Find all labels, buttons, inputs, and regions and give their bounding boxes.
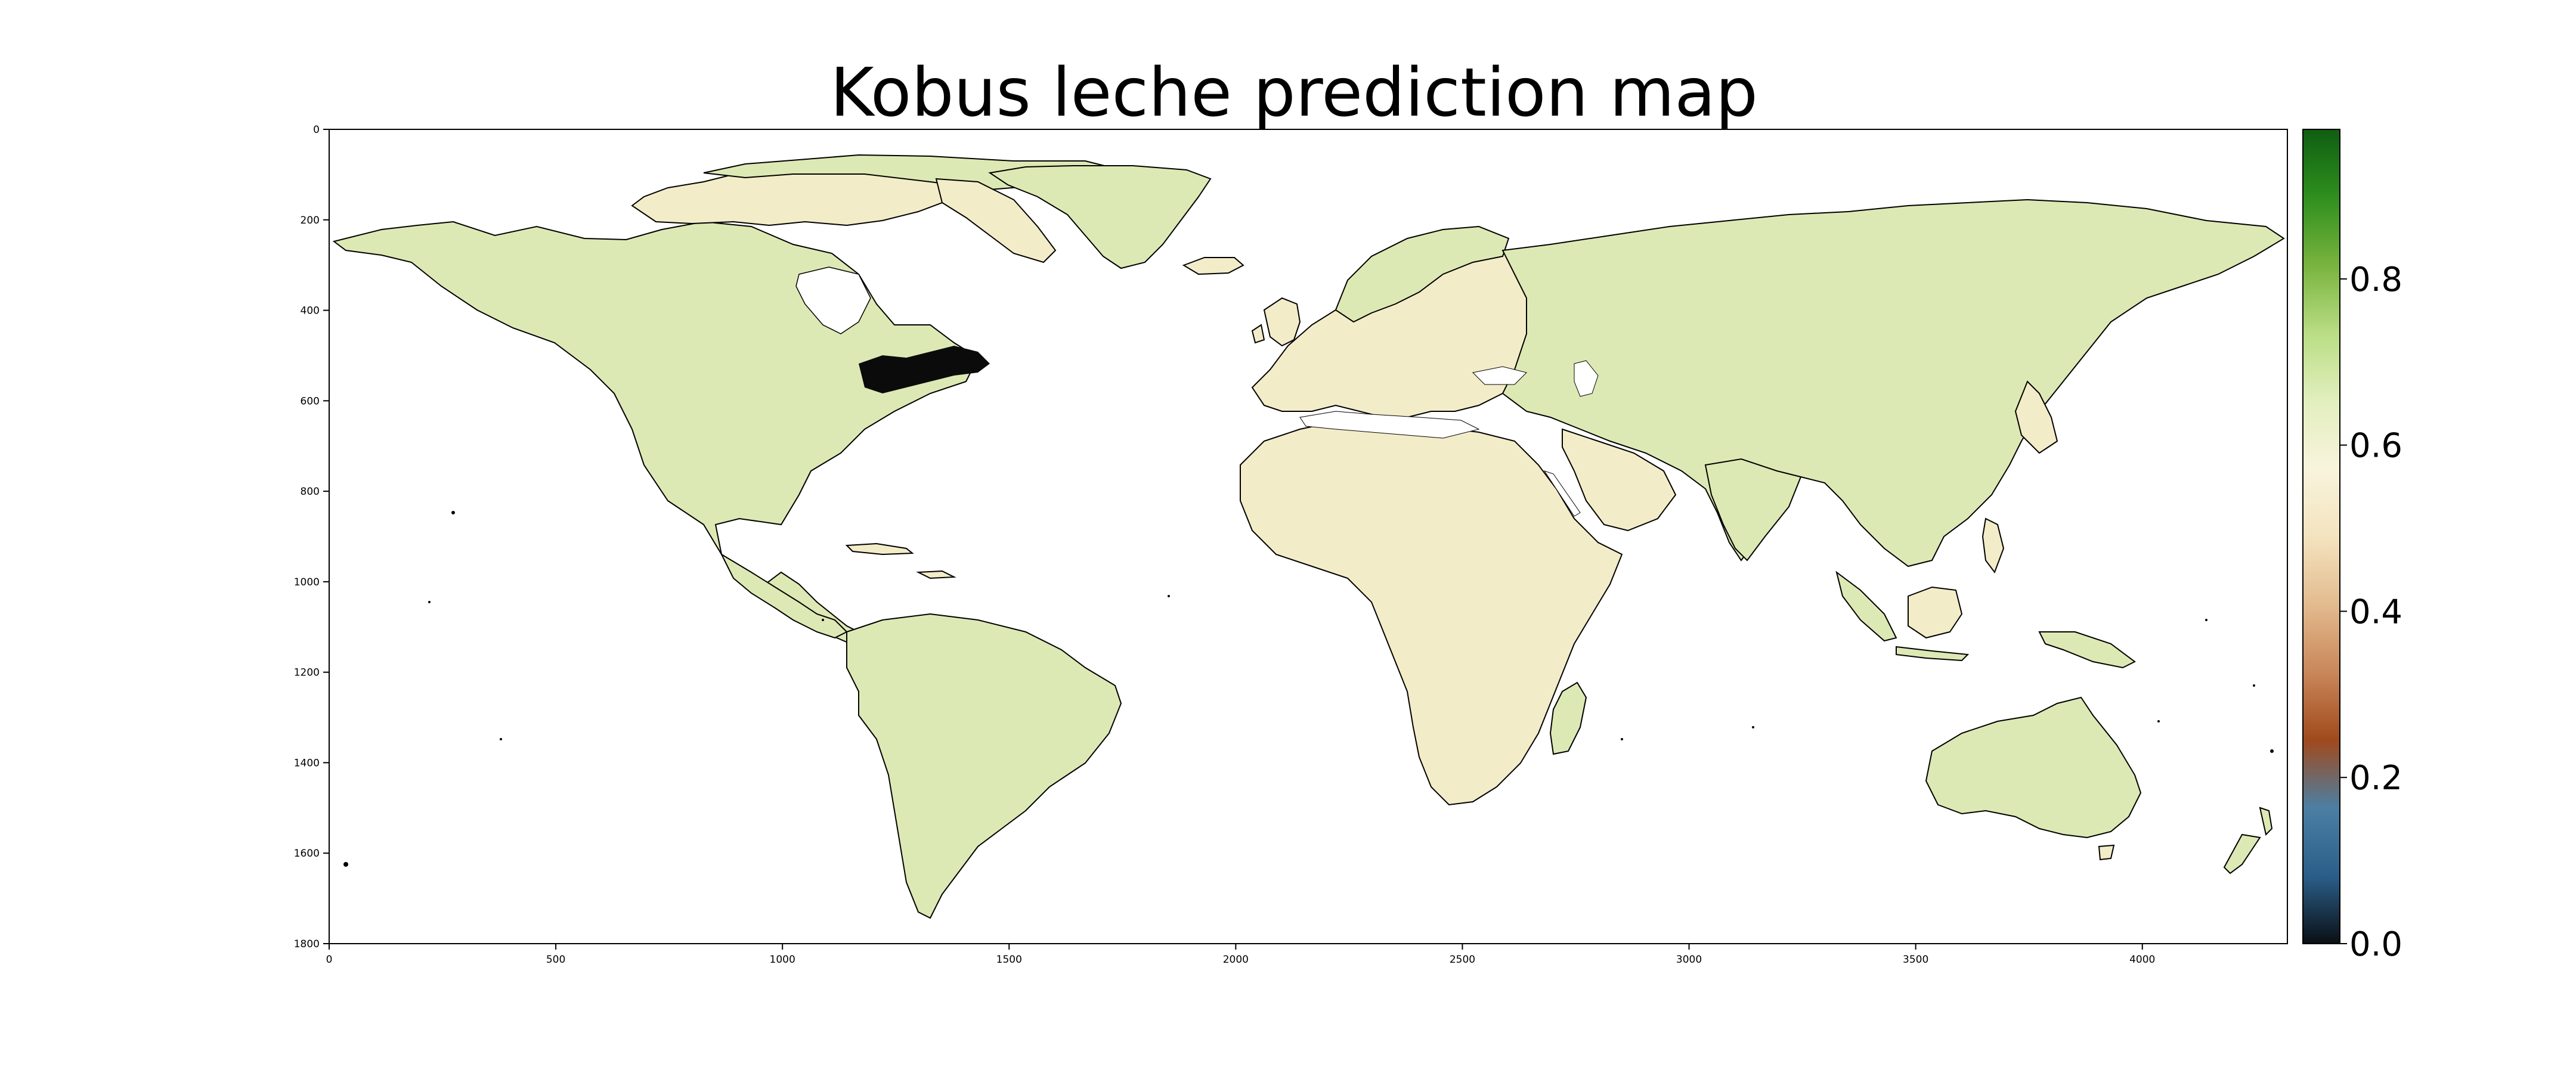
x-tick-label: 4000 (2129, 954, 2155, 966)
mediterranean (1299, 411, 1480, 439)
colorbar (2302, 129, 2340, 944)
indian-subcontinent (1704, 458, 1802, 562)
y-tick-label: 400 (301, 305, 320, 317)
colorbar-ticks: 0.0 0.2 0.4 0.6 0.8 (2340, 261, 2402, 964)
y-tick-label: 1600 (294, 848, 320, 860)
x-tick-label: 2000 (1223, 954, 1249, 966)
australia (1925, 696, 2142, 839)
hudson-bay (795, 266, 871, 334)
great-lakes (859, 346, 990, 393)
black-sea (1472, 366, 1527, 385)
colorbar-tick-label: 0.8 (2349, 261, 2402, 299)
south-america (846, 613, 1122, 919)
y-axis-ticks: 0 200 400 600 800 1000 1200 1400 1600 1800 (294, 124, 329, 950)
x-tick-label: 1000 (770, 954, 795, 966)
asia (1501, 199, 2285, 567)
new-zealand (2223, 807, 2273, 874)
y-tick-label: 1000 (294, 576, 320, 588)
y-tick-label: 600 (301, 395, 320, 407)
y-tick-label: 200 (301, 215, 320, 227)
madagascar (1549, 681, 1587, 755)
x-tick-label: 3000 (1676, 954, 1702, 966)
x-tick-label: 2500 (1450, 954, 1475, 966)
sumatra-java (1835, 570, 1970, 662)
scandinavia (1335, 225, 1510, 323)
small-islands (343, 511, 2274, 867)
baffin-island (935, 178, 1057, 263)
x-axis-ticks: 0 500 1000 1500 2000 2500 3000 3500 4000 (326, 944, 2155, 966)
colorbar-tick-label: 0.6 (2349, 427, 2402, 466)
north-america-landmass (332, 221, 979, 651)
new-guinea (2038, 631, 2136, 669)
caribbean-islands (845, 542, 956, 579)
philippines (1981, 517, 2005, 574)
land-layer (332, 154, 2285, 919)
british-isles (1251, 297, 1301, 347)
x-tick-label: 0 (326, 954, 333, 966)
tasmania (2098, 844, 2115, 861)
y-tick-label: 0 (313, 124, 320, 136)
y-tick-label: 1200 (294, 667, 320, 679)
iceland (1182, 257, 1244, 275)
map-title: Kobus leche prediction map (830, 54, 1758, 132)
borneo (1908, 586, 1963, 639)
x-tick-label: 3500 (1903, 954, 1928, 966)
greenland (988, 165, 1212, 269)
colorbar-tick-label: 0.2 (2349, 759, 2402, 798)
arabian-peninsula (1562, 428, 1677, 532)
y-tick-label: 1800 (294, 938, 320, 950)
x-tick-label: 1500 (996, 954, 1022, 966)
red-sea (1543, 470, 1581, 517)
caspian-sea (1574, 360, 1599, 397)
colorbar-tick-label: 0.4 (2349, 593, 2402, 631)
y-tick-label: 800 (301, 486, 320, 498)
japan (2014, 380, 2058, 454)
y-tick-label: 1400 (294, 757, 320, 769)
x-tick-label: 500 (546, 954, 565, 966)
colorbar-tick-label: 0.0 (2349, 925, 2402, 964)
central-america (720, 553, 848, 639)
